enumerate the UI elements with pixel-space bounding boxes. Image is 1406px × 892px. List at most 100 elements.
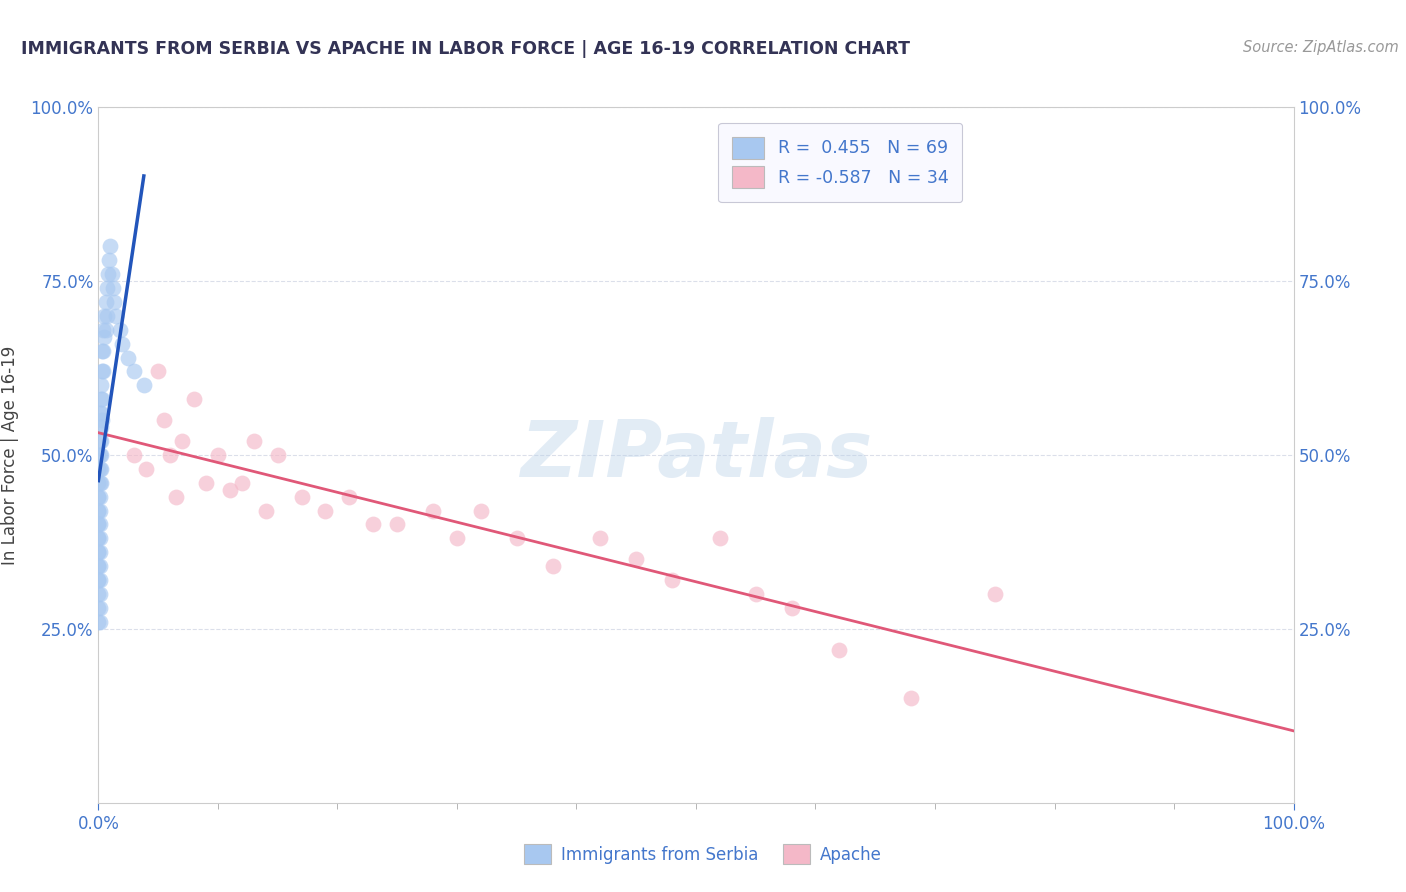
Point (780, 601, 803, 615)
Point (91, 343, 114, 358)
Point (90, 378, 112, 392)
Text: ZIPatlas: ZIPatlas (520, 417, 872, 493)
Point (172, 434, 194, 448)
Point (89, 587, 111, 601)
Point (243, 434, 266, 448)
Point (98, 253, 121, 268)
Point (94, 294, 117, 309)
Point (385, 517, 409, 532)
Point (87, 615, 110, 629)
Point (96, 281, 118, 295)
Point (87, 545, 110, 559)
Point (101, 281, 124, 295)
Point (87, 559, 110, 574)
Point (89, 573, 111, 587)
Point (159, 448, 181, 462)
Point (108, 323, 131, 337)
Point (745, 587, 768, 601)
Point (90, 434, 112, 448)
Point (93, 309, 115, 323)
Point (87, 573, 110, 587)
Point (91, 392, 114, 407)
Point (87, 448, 110, 462)
Point (124, 364, 146, 378)
Point (87, 490, 110, 504)
Point (87, 503, 110, 517)
Point (91, 413, 114, 427)
Point (363, 517, 385, 532)
Point (132, 378, 155, 392)
Point (90, 475, 112, 490)
Point (98, 239, 122, 253)
Point (900, 691, 922, 706)
Point (97, 267, 120, 281)
Point (90, 448, 112, 462)
Point (87, 532, 110, 546)
Point (89, 545, 111, 559)
Point (90, 406, 112, 420)
Point (291, 490, 314, 504)
Point (89, 615, 111, 629)
Point (506, 532, 529, 546)
Point (89, 532, 111, 546)
Point (117, 351, 139, 365)
Text: IMMIGRANTS FROM SERBIA VS APACHE IN LABOR FORCE | AGE 16-19 CORRELATION CHART: IMMIGRANTS FROM SERBIA VS APACHE IN LABO… (21, 40, 910, 58)
Point (100, 267, 122, 281)
Point (89, 462, 111, 476)
Point (446, 532, 468, 546)
Point (89, 517, 111, 532)
Point (541, 559, 564, 574)
Point (87, 559, 110, 574)
Point (165, 490, 187, 504)
Point (183, 392, 205, 407)
Point (89, 559, 111, 574)
Text: Source: ZipAtlas.com: Source: ZipAtlas.com (1243, 40, 1399, 55)
Point (87, 490, 110, 504)
Point (87, 517, 110, 532)
Point (91, 364, 114, 378)
Point (207, 448, 229, 462)
Point (984, 587, 1007, 601)
Point (89, 448, 111, 462)
Point (90, 392, 112, 407)
Point (339, 490, 360, 504)
Point (87, 573, 110, 587)
Point (254, 503, 277, 517)
Point (89, 406, 111, 420)
Point (148, 364, 170, 378)
Y-axis label: In Labor Force | Age 16-19: In Labor Force | Age 16-19 (1, 345, 20, 565)
Point (626, 552, 648, 566)
Point (87, 503, 110, 517)
Point (470, 503, 492, 517)
Point (89, 420, 111, 434)
Point (87, 462, 110, 476)
Point (89, 475, 111, 490)
Point (231, 475, 253, 490)
Point (422, 503, 444, 517)
Point (589, 532, 612, 546)
Point (91, 364, 114, 378)
Point (87, 475, 110, 490)
Legend: Immigrants from Serbia, Apache: Immigrants from Serbia, Apache (517, 838, 889, 871)
Point (105, 309, 128, 323)
Point (91, 343, 114, 358)
Point (828, 642, 851, 657)
Point (90, 462, 112, 476)
Point (661, 573, 683, 587)
Legend: R =  0.455   N = 69, R = -0.587   N = 34: R = 0.455 N = 69, R = -0.587 N = 34 (718, 123, 962, 202)
Point (90, 420, 112, 434)
Point (315, 503, 337, 517)
Point (91, 323, 114, 337)
Point (89, 503, 111, 517)
Point (135, 462, 157, 476)
Point (89, 490, 111, 504)
Point (93, 329, 115, 343)
Point (87, 601, 110, 615)
Point (96, 309, 118, 323)
Point (103, 294, 125, 309)
Point (709, 532, 731, 546)
Point (267, 448, 290, 462)
Point (153, 413, 176, 427)
Point (194, 475, 218, 490)
Point (87, 545, 110, 559)
